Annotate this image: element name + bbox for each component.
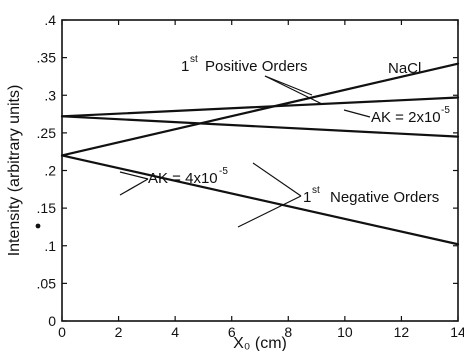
- y-tick-label: .25: [37, 125, 57, 141]
- x-tick-label: 2: [115, 324, 123, 340]
- positive-orders-superscript: st: [190, 54, 198, 65]
- positive-leader-1: [264, 75, 313, 96]
- negative-leader-1: [252, 162, 302, 197]
- negative-leader-2: [237, 195, 302, 228]
- y-tick-label: .1: [44, 238, 56, 254]
- y-tick-label: .4: [44, 12, 56, 28]
- x-tick-label: 4: [171, 324, 179, 340]
- ak-large-leader-1: [119, 171, 149, 180]
- y-axis-ticks: 0 .05 .1 .15 .2 .25 .3 .35 .4: [37, 12, 458, 329]
- annotation-leaders: [119, 75, 371, 228]
- positive-leader-2: [264, 75, 323, 105]
- y-tick-label: .15: [37, 200, 57, 216]
- ak-large-label: AK = 4x10: [148, 170, 218, 187]
- x-tick-label: 10: [337, 324, 353, 340]
- y-tick-label: .2: [44, 163, 56, 179]
- material-label: NaCl: [388, 60, 421, 77]
- y-tick-label: .35: [37, 50, 57, 66]
- x-tick-label: 14: [450, 324, 464, 340]
- ak-small-leader: [343, 109, 371, 118]
- series-group: [60, 62, 460, 246]
- series-line-3: [60, 62, 460, 157]
- positive-orders-prefix: 1: [181, 58, 189, 75]
- ak-small-label: AK = 2x10: [371, 109, 441, 126]
- series-line-4: [60, 154, 460, 246]
- x-tick-label: 12: [394, 324, 410, 340]
- y-tick-label: .05: [37, 275, 57, 291]
- negative-orders-label: Negative Orders: [330, 189, 439, 206]
- ak-small-exponent: -5: [441, 105, 450, 116]
- stray-dot: [35, 223, 41, 229]
- y-tick-label: .3: [44, 87, 56, 103]
- y-axis-title: Intensity (arbitrary units): [6, 85, 23, 257]
- negative-orders-prefix: 1: [303, 189, 311, 206]
- series-line-1: [60, 96, 460, 118]
- x-axis-title: X₀ (cm): [233, 335, 287, 351]
- x-axis-ticks: 0 2 4 6 8 10 12 14: [58, 20, 464, 340]
- positive-orders-label: Positive Orders: [205, 58, 308, 75]
- ak-large-exponent: -5: [219, 166, 228, 177]
- series-line-2: [60, 115, 460, 138]
- x-tick-label: 8: [284, 324, 292, 340]
- x-tick-label: 6: [228, 324, 236, 340]
- negative-orders-superscript: st: [312, 185, 320, 196]
- x-tick-label: 0: [58, 324, 66, 340]
- y-tick-label: 0: [48, 313, 56, 329]
- ak-large-leader-2: [119, 178, 149, 196]
